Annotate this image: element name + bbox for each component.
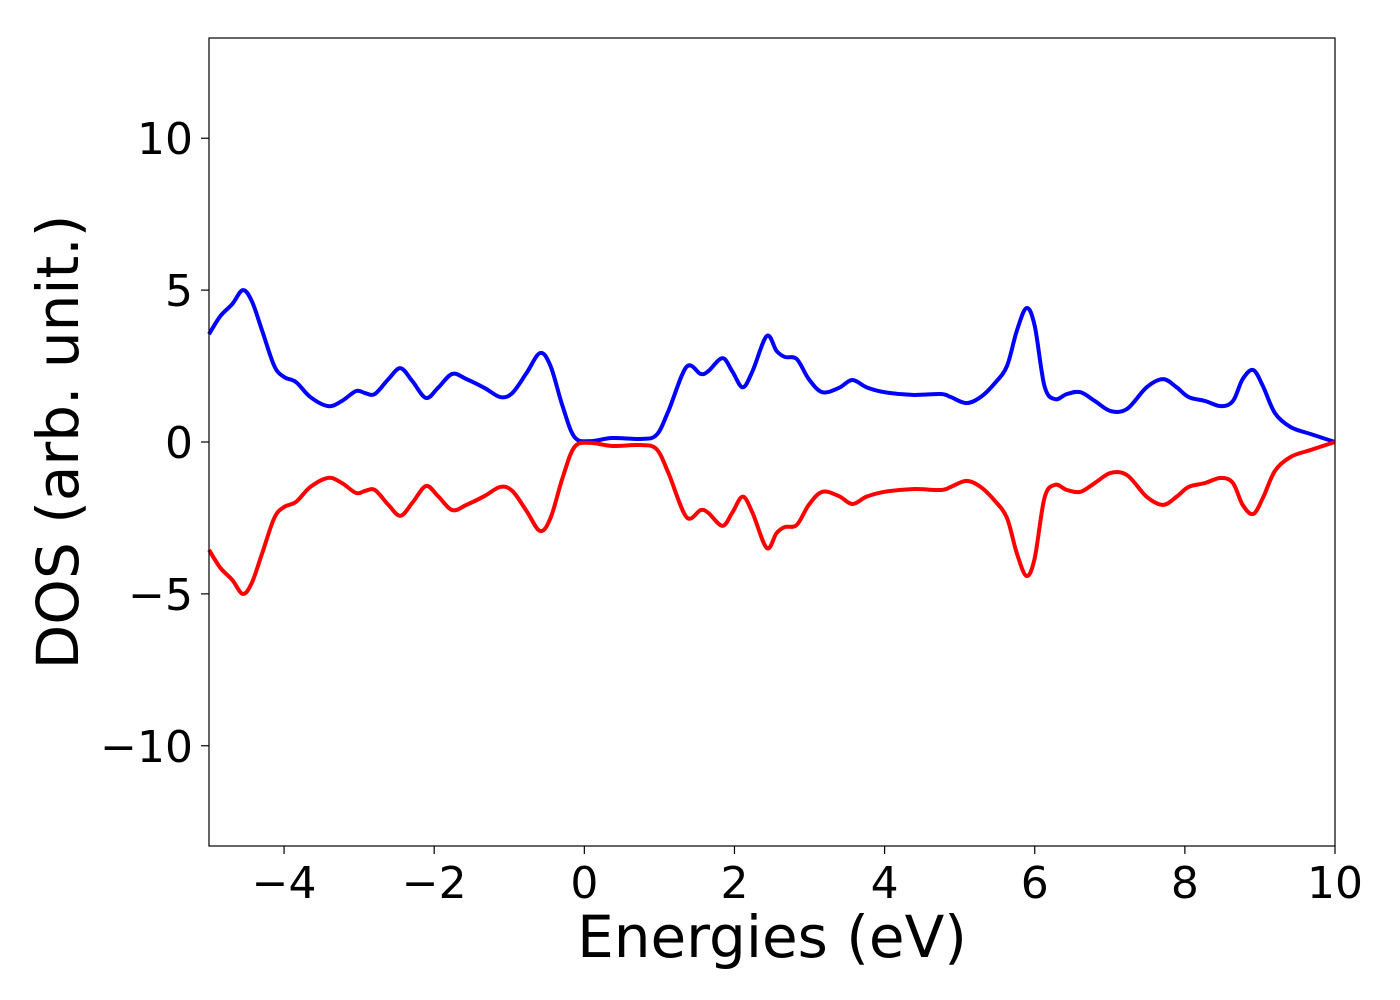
x-axis-label: Energies (eV) [577,903,967,971]
y-axis-label: DOS (arb. unit.) [24,215,92,670]
y-tick-label: −5 [128,570,193,621]
plot-frame [208,37,1336,847]
y-axis: −10 −5 0 5 10 [100,114,209,773]
x-tick-label: −2 [402,858,467,909]
y-tick-label: 10 [137,114,193,165]
x-tick-label: 6 [1021,858,1049,909]
series-line-spin-down [207,440,1336,596]
y-tick-label: 0 [165,418,193,469]
x-tick-label: 0 [570,858,598,909]
x-tick-label: −4 [252,858,317,909]
x-tick-label: 10 [1307,858,1363,909]
x-tick-label: 4 [871,858,899,909]
y-tick-label: 5 [165,266,193,317]
x-tick-label: 8 [1171,858,1199,909]
y-tick-label: −10 [100,722,193,773]
x-tick-label: 2 [720,858,748,909]
series-line-spin-up [207,288,1336,444]
series-layer [207,288,1336,596]
x-axis: −4 −2 0 2 4 6 8 10 [252,846,1363,909]
